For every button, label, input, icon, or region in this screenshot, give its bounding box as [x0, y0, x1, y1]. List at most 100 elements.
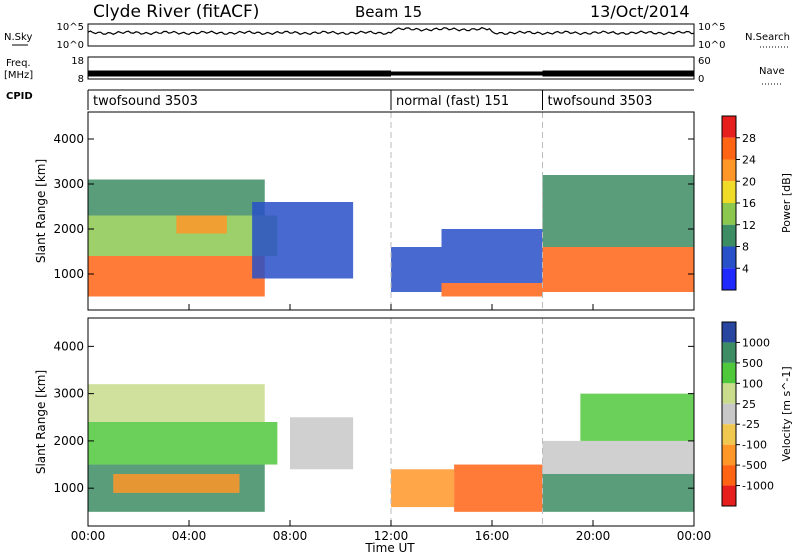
colorbar-label: Power [dB]	[780, 173, 793, 233]
colorbar-tick-label: 20	[742, 175, 756, 188]
freq-tick-top: 18	[71, 56, 84, 67]
nave-tick-top: 60	[698, 56, 711, 67]
y-tick-label: 1000	[53, 267, 84, 281]
colorbar-swatch	[722, 137, 736, 160]
x-tick-label: 00:00	[71, 529, 106, 543]
freq-tick-bottom: 8	[78, 74, 84, 85]
freq-series	[88, 70, 694, 77]
heatmap-cell	[391, 469, 455, 508]
x-tick-label: 20:00	[576, 529, 611, 543]
colorbar-tick-label: 4	[742, 262, 749, 275]
colorbar-tick-label: 24	[742, 154, 756, 167]
y-tick-label: 4000	[53, 132, 84, 146]
heatmap-cell	[252, 202, 354, 279]
x-tick-label: 08:00	[273, 529, 308, 543]
colorbar-swatch	[722, 203, 736, 225]
heatmap-cell	[542, 440, 694, 474]
freq-label: Freq.	[6, 58, 31, 69]
noise-tick-top-right: 10^5	[698, 22, 725, 33]
nave-label: Nave	[759, 66, 785, 77]
y-tick-label: 3000	[53, 387, 84, 401]
freq-panel	[87, 56, 695, 80]
freq-unit-label: [MHz]	[4, 70, 33, 81]
cpid-segment-label-1: normal (fast) 151	[396, 94, 509, 109]
colorbar-frame	[721, 321, 737, 507]
y-tick-label: 3000	[53, 177, 84, 191]
colorbar-tick-label: 28	[742, 132, 756, 145]
heatmap-cell	[542, 247, 694, 292]
date-label: 13/Oct/2014	[590, 2, 690, 21]
heatmap-cell	[441, 283, 543, 297]
y-axis-label: Slant Range [km]	[34, 159, 48, 263]
noise-tick-bottom-right: 10^0	[698, 40, 725, 51]
y-axis-label: Slant Range [km]	[34, 370, 48, 474]
colorbar-swatch	[722, 342, 736, 363]
beam-label: Beam 15	[355, 3, 422, 21]
heatmap-cell	[88, 179, 265, 216]
colorbar-tick-label: -1000	[742, 480, 774, 493]
noise-panel	[87, 23, 695, 47]
colorbar-swatch	[722, 444, 736, 466]
heatmap-cell	[88, 422, 278, 465]
colorbar-swatch	[722, 159, 736, 182]
heatmap-cell	[88, 384, 265, 422]
y-tick-label: 2000	[53, 434, 84, 448]
colorbar-swatch	[722, 116, 736, 138]
colorbar-label: Velocity [m s^-1]	[780, 366, 793, 461]
colorbar-swatch	[722, 181, 736, 203]
colorbar-tick-label: -500	[742, 459, 767, 472]
heatmap-cell	[580, 393, 694, 441]
cpid-segment-label-0: twofsound 3503	[93, 94, 198, 109]
cpid-label: CPID	[6, 91, 33, 102]
heatmap-cell	[391, 247, 442, 292]
cpid-row: twofsound 3503 normal (fast) 151 twofsound…	[87, 90, 653, 110]
y-tick-label: 2000	[53, 222, 84, 236]
velocity-panel: 1000 2000 3000 4000 00:00 04:00 08:00 12:00 16:0…	[34, 317, 793, 543]
colorbar-tick-label: 100	[742, 377, 763, 390]
noise-series-line	[87, 26, 695, 36]
colorbar-tick-label: 8	[742, 241, 749, 254]
nsky-label: N.Sky	[4, 32, 32, 43]
colorbar-tick-label: 25	[742, 398, 756, 411]
cpid-segment-label-2: twofsound 3503	[548, 94, 653, 109]
colorbar-swatch	[722, 403, 736, 425]
x-tick-label: 00:00	[677, 529, 712, 543]
heatmap-cell	[441, 229, 543, 283]
radar-title: Clyde River (fitACF)	[93, 2, 259, 22]
colorbar-tick-label: 12	[742, 219, 756, 232]
colorbar-tick-label: 500	[742, 357, 763, 370]
x-tick-label: 12:00	[374, 529, 409, 543]
x-tick-label: 04:00	[172, 529, 207, 543]
nsearch-label: N.Search	[745, 32, 790, 43]
colorbar-swatch	[722, 465, 736, 486]
colorbar-swatch	[722, 485, 736, 506]
heatmap-cell	[542, 175, 694, 247]
colorbar-swatch	[722, 424, 736, 445]
heatmap-cell	[88, 256, 265, 297]
x-axis-label: Time UT	[364, 541, 415, 554]
y-tick-label: 1000	[53, 481, 84, 495]
colorbar-swatch	[722, 246, 736, 269]
colorbar-swatch	[722, 268, 736, 290]
heatmap-cell	[176, 215, 227, 234]
colorbar-swatch	[722, 224, 736, 247]
heatmap-cell	[454, 464, 543, 512]
y-tick-label: 4000	[53, 339, 84, 353]
colorbar-swatch	[722, 362, 736, 384]
heatmap-cell	[542, 474, 694, 512]
colorbar-swatch	[722, 383, 736, 404]
colorbar-swatch	[722, 322, 736, 343]
colorbar-tick-label: 1000	[742, 336, 770, 349]
nave-tick-bottom: 0	[698, 74, 704, 85]
noise-tick-bottom: 10^0	[57, 40, 84, 51]
colorbar-tick-label: -100	[742, 439, 767, 452]
colorbar-tick-label: -25	[742, 418, 760, 431]
noise-tick-top: 10^5	[57, 22, 84, 33]
heatmap-cell	[290, 417, 354, 470]
heatmap-cell	[113, 474, 240, 493]
x-tick-label: 16:00	[475, 529, 510, 543]
power-panel: 1000 2000 3000 4000 Slant Range [km] 4 8 12 16 20…	[34, 111, 793, 311]
colorbar-tick-label: 16	[742, 197, 756, 210]
freq-band-full	[88, 71, 694, 76]
